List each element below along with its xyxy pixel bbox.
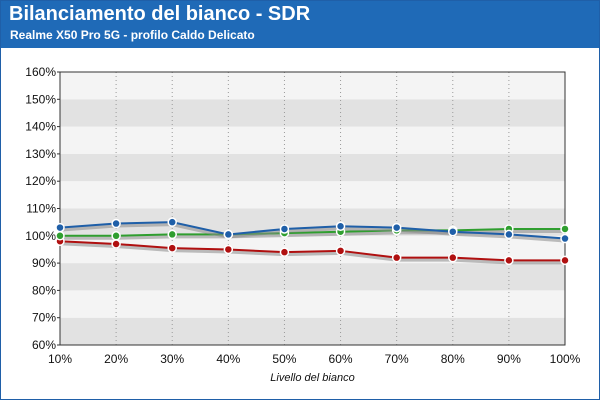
x-tick-label: 80% [441, 352, 465, 366]
y-tick-label: 140% [25, 120, 56, 134]
chart-header: Bilanciamento del bianco - SDR Realme X5… [1, 1, 599, 48]
x-tick-label: 60% [329, 352, 353, 366]
x-tick-label: 10% [48, 352, 72, 366]
series-green-shadow [60, 228, 565, 240]
series-blue-line [59, 221, 566, 240]
series-blue-point [504, 229, 514, 240]
y-tick-label: 120% [25, 174, 56, 188]
series-blue-point [391, 222, 402, 233]
series-green-point [111, 231, 121, 241]
series-blue-point [55, 222, 65, 233]
y-tick-label: 150% [25, 92, 56, 106]
y-tick-labels: 60% 70% 80% 90% 100% 110% 120% 130% 140% 150% 160% [25, 65, 60, 352]
grid-band [60, 263, 565, 291]
series-green-point [55, 231, 65, 241]
series-red-point [448, 252, 458, 263]
series-red-point [223, 244, 234, 255]
x-tick-label: 90% [497, 352, 521, 366]
series-blue-shadow [59, 222, 566, 243]
series-red-point [560, 255, 570, 266]
grid-band [60, 153, 565, 182]
series-red-point [167, 243, 177, 253]
series-blue-point [279, 224, 290, 234]
series-green-line [60, 227, 565, 237]
y-tick-label: 90% [32, 256, 56, 270]
series-red-point [279, 247, 290, 257]
chart-subtitle: Realme X50 Pro 5G - profilo Caldo Delica… [10, 28, 255, 42]
x-tick-label: 40% [216, 352, 240, 366]
grid-band [60, 99, 565, 127]
series-blue-point [560, 233, 570, 244]
series-blue-point [223, 229, 234, 240]
series-red-point [111, 239, 121, 249]
vertical-gridlines [115, 72, 510, 345]
series-red-point [504, 255, 514, 266]
y-tick-label: 60% [32, 338, 56, 352]
chart-title: Bilanciamento del bianco - SDR [9, 3, 311, 25]
y-tick-label: 80% [32, 283, 56, 297]
y-tick-label: 70% [32, 311, 56, 325]
grid-band [60, 317, 565, 345]
plot-bands [60, 72, 565, 345]
series-green-point [167, 229, 177, 240]
grid-band [60, 126, 565, 154]
y-tick-label: 160% [25, 65, 56, 79]
grid-band [60, 72, 565, 100]
series-red-shadow [59, 241, 565, 265]
x-tick-label: 70% [385, 352, 409, 366]
series-blue-point [167, 217, 177, 227]
series-blue-point [335, 221, 346, 231]
x-tick-labels: 10% 20% 30% 40% 50% 60% 70% 80% 90% 100% [48, 352, 581, 366]
x-tick-label: 100% [550, 352, 581, 366]
series-lines [55, 217, 570, 266]
grid-band [60, 181, 565, 209]
x-tick-label: 20% [104, 352, 128, 366]
series-green-point [560, 224, 570, 234]
series-red-point [335, 246, 346, 256]
series-red-point [391, 252, 402, 263]
series-blue-point [448, 226, 458, 237]
y-tick-label: 100% [25, 229, 56, 243]
grid-band [60, 290, 565, 318]
x-tick-label: 50% [272, 352, 296, 366]
series-red-line [59, 240, 565, 262]
y-tick-label: 130% [25, 147, 56, 161]
x-axis-label: Livello del bianco [270, 372, 354, 384]
series-blue-point [111, 218, 121, 229]
x-tick-label: 30% [160, 352, 184, 366]
y-tick-label: 110% [26, 202, 56, 216]
